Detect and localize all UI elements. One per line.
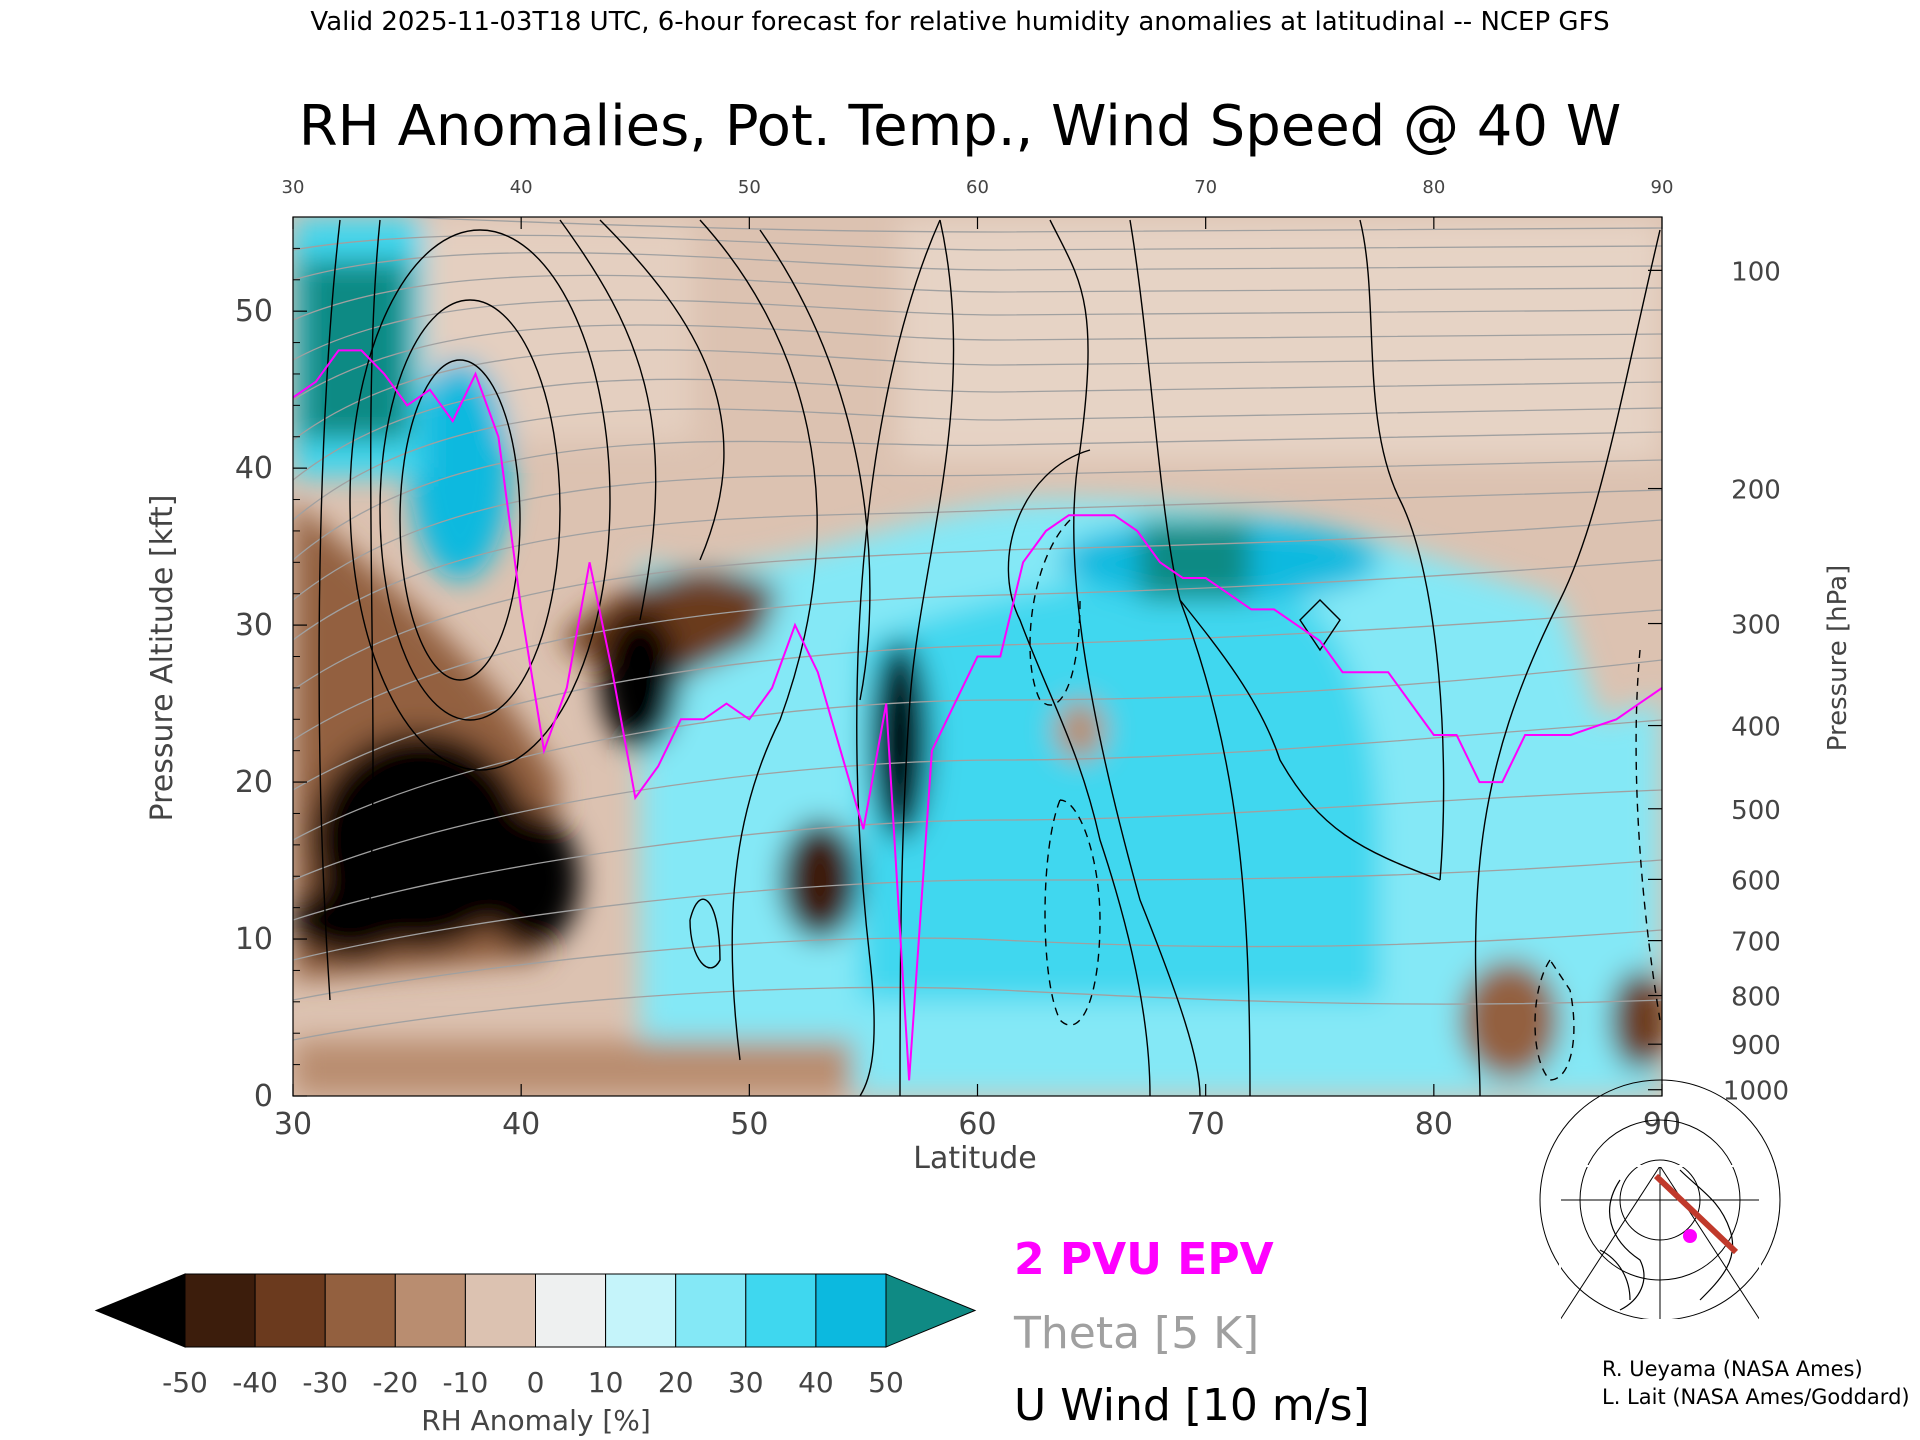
y-tick-label: 10 — [235, 922, 273, 957]
header-text: Valid 2025-11-03T18 UTC, 6-hour forecast… — [310, 7, 1609, 37]
colorbar-low-arrow — [94, 1273, 186, 1348]
pressure-tick-label: 500 — [1731, 796, 1781, 826]
y-tick-label: 20 — [235, 765, 273, 800]
pressure-tick-label: 300 — [1731, 611, 1781, 641]
location-marker — [1683, 1229, 1697, 1243]
colorbar-segment — [745, 1273, 817, 1348]
plot-area: 3030404050506060707080809090010203040501… — [145, 177, 1853, 1176]
x-axis-label: Latitude — [913, 1141, 1036, 1176]
x-tick-label: 80 — [1415, 1107, 1453, 1142]
pressure-tick-label: 700 — [1731, 928, 1781, 958]
x-tick-label: 70 — [1187, 1107, 1225, 1142]
colorbar-tick-label: -30 — [302, 1366, 348, 1399]
x-tick-label-top: 70 — [1194, 177, 1217, 198]
colorbar-segment — [815, 1273, 887, 1348]
colorbar-segment — [464, 1273, 536, 1348]
epv-2pvu-line — [293, 349, 1662, 1081]
colorbar-tick-label: -20 — [372, 1366, 418, 1399]
y-axis-label: Pressure Altitude [kft] — [145, 495, 180, 822]
x-tick-label: 90 — [1643, 1107, 1681, 1142]
colorbar-tick-label: 30 — [728, 1366, 764, 1399]
wind-contours — [318, 219, 1661, 1096]
legend-wind: U Wind [10 m/s] — [1014, 1380, 1370, 1431]
negative-wind-contours — [1029, 519, 1661, 1081]
pressure-tick-label: 200 — [1731, 476, 1781, 506]
axes: 3030404050506060707080809090010203040501… — [235, 177, 1789, 1142]
colorbar-tick-label: 20 — [658, 1366, 694, 1399]
x-tick-label-top: 40 — [510, 177, 533, 198]
legend-theta: Theta [5 K] — [1013, 1308, 1259, 1359]
y2-axis-label: Pressure [hPa] — [1823, 565, 1853, 752]
colorbar-tick-label: -50 — [162, 1366, 208, 1399]
colorbar-tick-label: -10 — [443, 1366, 489, 1399]
credit-line-2: L. Lait (NASA Ames/Goddard) — [1602, 1385, 1910, 1409]
rh-anomaly-field — [293, 217, 1662, 1096]
colorbar-tick-label: -40 — [232, 1366, 278, 1399]
x-tick-label: 40 — [502, 1107, 540, 1142]
colorbar-high-arrow — [885, 1273, 977, 1348]
x-tick-label: 30 — [274, 1107, 312, 1142]
colorbar-segment — [605, 1273, 677, 1348]
x-tick-label: 50 — [730, 1107, 768, 1142]
credit-line-1: R. Ueyama (NASA Ames) — [1602, 1357, 1863, 1381]
polar-map-icon — [1539, 1079, 1781, 1321]
pressure-tick-label: 100 — [1731, 257, 1781, 287]
colorbar-segment — [394, 1273, 466, 1348]
colorbar-segment — [675, 1273, 747, 1348]
x-tick-label-top: 90 — [1651, 177, 1674, 198]
colorbar-tick-label: 0 — [527, 1366, 545, 1399]
pressure-tick-label: 900 — [1731, 1031, 1781, 1061]
y-tick-label: 30 — [235, 608, 273, 643]
colorbar-segment — [324, 1273, 396, 1348]
colorbar-segment — [184, 1273, 256, 1348]
y-tick-label: 50 — [235, 294, 273, 329]
pressure-tick-label: 400 — [1731, 713, 1781, 743]
theta-contours — [293, 217, 1662, 1041]
colorbar: -50 -40 -30 -20 -10 0 10 20 30 40 50 — [94, 1273, 977, 1399]
y-tick-label: 40 — [235, 451, 273, 486]
x-tick-label: 60 — [958, 1107, 996, 1142]
colorbar-label: RH Anomaly [%] — [421, 1404, 651, 1437]
colorbar-segment — [254, 1273, 326, 1348]
x-tick-label-top: 80 — [1422, 177, 1445, 198]
colorbar-tick-label: 50 — [868, 1366, 904, 1399]
x-tick-label-top: 30 — [282, 177, 305, 198]
y-tick-label: 0 — [254, 1079, 273, 1114]
pressure-tick-label: 800 — [1731, 983, 1781, 1013]
pressure-tick-label: 600 — [1731, 866, 1781, 896]
colorbar-tick-label: 10 — [588, 1366, 624, 1399]
section-track — [1653, 1173, 1739, 1255]
chart-title: RH Anomalies, Pot. Temp., Wind Speed @ 4… — [299, 94, 1621, 159]
x-tick-label-top: 60 — [966, 177, 989, 198]
pressure-tick-label: 1000 — [1723, 1077, 1789, 1107]
colorbar-tick-label: 40 — [798, 1366, 834, 1399]
x-tick-label-top: 50 — [738, 177, 761, 198]
legend-epv: 2 PVU EPV — [1014, 1234, 1274, 1285]
colorbar-segment — [535, 1273, 607, 1348]
